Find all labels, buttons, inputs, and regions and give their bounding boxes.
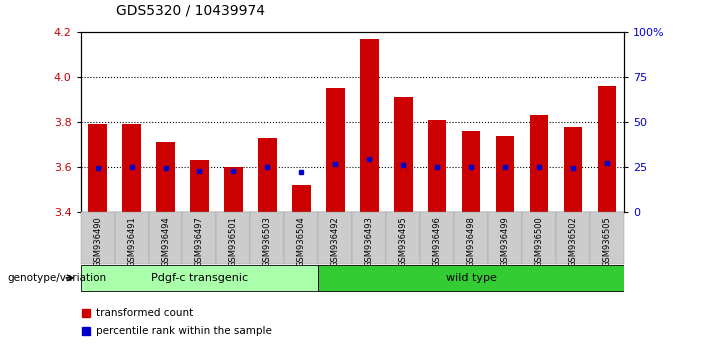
Bar [318,212,353,264]
Bar [454,212,488,264]
Text: GSM936499: GSM936499 [501,217,510,267]
Text: GDS5320 / 10439974: GDS5320 / 10439974 [116,4,265,18]
Bar [326,88,345,212]
Text: GSM936491: GSM936491 [127,217,136,267]
Text: GSM936498: GSM936498 [467,217,475,267]
Text: GSM936490: GSM936490 [93,217,102,267]
Bar [522,212,556,264]
Bar [156,142,175,212]
Bar [149,212,182,264]
Bar [556,212,590,264]
Bar [182,212,217,264]
Text: Pdgf-c transgenic: Pdgf-c transgenic [151,273,248,283]
Bar [564,127,583,212]
Bar [292,185,311,212]
Bar [114,212,149,264]
Text: GSM936503: GSM936503 [263,217,272,267]
Bar [360,39,379,212]
Bar [496,136,515,212]
Text: GSM936493: GSM936493 [365,217,374,267]
Bar [250,212,285,264]
Text: GSM936500: GSM936500 [534,217,543,267]
Bar [428,120,447,212]
Text: GSM936505: GSM936505 [602,217,611,267]
Text: percentile rank within the sample: percentile rank within the sample [95,326,271,337]
Text: GSM936496: GSM936496 [433,217,442,267]
Text: wild type: wild type [446,273,496,283]
Bar [285,212,318,264]
Bar [318,265,624,291]
Bar [590,212,624,264]
Bar [190,160,209,212]
Bar [530,115,548,212]
Bar [597,86,616,212]
Bar [88,124,107,212]
Bar [488,212,522,264]
Text: GSM936502: GSM936502 [569,217,578,267]
Bar [224,167,243,212]
Bar [217,212,250,264]
Bar [81,212,114,264]
Bar [81,265,318,291]
Text: genotype/variation: genotype/variation [7,273,106,283]
Text: GSM936504: GSM936504 [297,217,306,267]
Text: GSM936501: GSM936501 [229,217,238,267]
Bar [420,212,454,264]
Bar [258,138,277,212]
Bar [353,212,386,264]
Text: GSM936495: GSM936495 [399,217,408,267]
Bar [394,97,412,212]
Bar [386,212,420,264]
Text: transformed count: transformed count [95,308,193,318]
Bar [122,124,141,212]
Bar [462,131,480,212]
Text: GSM936492: GSM936492 [331,217,340,267]
Text: GSM936497: GSM936497 [195,217,204,267]
Text: GSM936494: GSM936494 [161,217,170,267]
